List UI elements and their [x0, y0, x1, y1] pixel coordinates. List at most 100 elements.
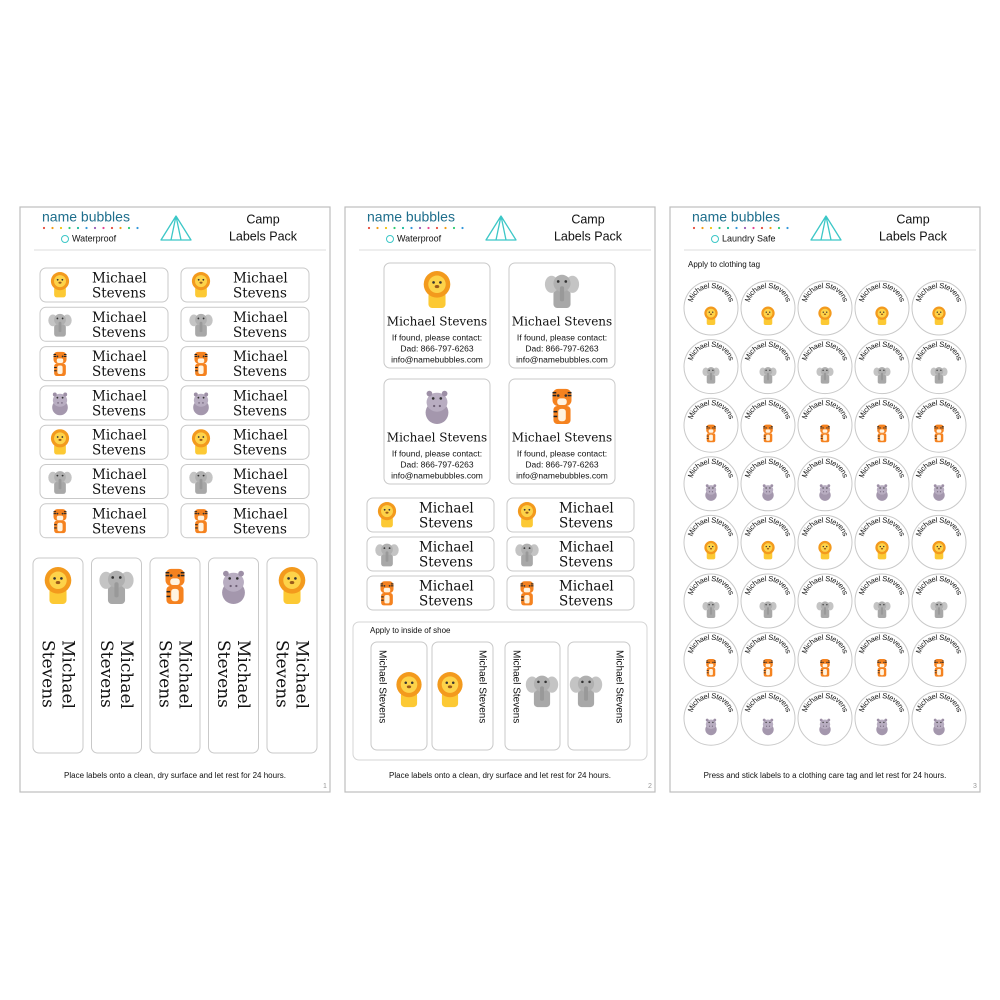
eye — [523, 584, 526, 587]
eye — [940, 661, 942, 664]
trunk — [823, 372, 827, 381]
elephant-icon — [702, 601, 720, 619]
eye — [940, 721, 942, 724]
belly — [57, 365, 63, 374]
eye — [765, 545, 767, 548]
ear — [827, 718, 831, 722]
tiger-icon — [53, 509, 67, 534]
eye — [883, 545, 885, 548]
ear — [933, 718, 937, 722]
eye — [61, 317, 64, 320]
nostril — [711, 491, 713, 493]
name-last: Stevens — [233, 286, 287, 302]
round-label: Michael Stevens — [797, 280, 853, 336]
round-label: Michael Stevens — [911, 339, 967, 395]
brand-dot — [786, 226, 789, 230]
face — [381, 505, 393, 518]
eye — [56, 512, 59, 515]
title: Camp — [896, 212, 929, 226]
eye — [936, 604, 938, 606]
trunk — [937, 607, 941, 615]
name-label — [366, 536, 495, 572]
lion-icon — [932, 540, 946, 560]
round-label: Michael Stevens — [854, 397, 910, 453]
eye — [60, 577, 63, 580]
brand-dot — [76, 226, 80, 230]
card-name: Michael Stevens — [387, 315, 487, 329]
vertical-label — [32, 557, 84, 754]
eye — [940, 604, 942, 606]
eye — [581, 680, 584, 684]
tiger-icon — [165, 568, 185, 605]
eye — [883, 604, 885, 606]
muzzle — [936, 663, 942, 668]
eye — [940, 311, 942, 313]
muzzle — [765, 429, 771, 433]
eye — [879, 311, 881, 313]
vertical-label — [149, 557, 201, 754]
muzzle — [879, 663, 885, 668]
shoe-name: Michael Stevens — [376, 650, 387, 723]
brand-dot — [769, 226, 772, 230]
ear — [876, 718, 880, 722]
nose — [55, 581, 61, 585]
ear — [819, 718, 823, 722]
eye — [202, 396, 205, 399]
brand-dot — [718, 226, 721, 230]
ear — [770, 484, 774, 488]
lion-icon — [818, 540, 832, 560]
eye — [528, 584, 531, 587]
name-first: Michael — [292, 640, 312, 709]
name-label — [180, 385, 310, 421]
hippo-icon — [425, 390, 449, 425]
round-label: Michael Stevens — [854, 339, 910, 395]
name-first: Michael — [92, 271, 147, 287]
nostril — [235, 584, 238, 588]
eye — [822, 369, 824, 371]
eye — [936, 427, 938, 429]
brand-dot — [93, 226, 97, 230]
head — [195, 471, 207, 483]
eye — [769, 604, 771, 606]
eye — [56, 436, 59, 438]
eye — [936, 661, 938, 664]
brand-dot — [760, 226, 764, 230]
eye — [197, 512, 200, 515]
eye — [712, 427, 714, 429]
hippo-icon — [933, 718, 945, 736]
name-first: Michael — [419, 579, 474, 595]
eye — [528, 508, 531, 511]
face — [820, 308, 830, 318]
round-label: Michael Stevens — [797, 339, 853, 395]
contact-card — [508, 378, 616, 485]
eye — [544, 680, 547, 684]
ear — [713, 484, 717, 488]
round-label: Michael Stevens — [797, 573, 853, 629]
eye — [708, 427, 710, 429]
belly — [198, 365, 204, 374]
sheet: name bubbles Laundry Safe Camp Labels Pack P… — [669, 206, 981, 793]
elephant-icon — [873, 601, 891, 619]
nostril — [57, 402, 59, 404]
vertical-label — [91, 557, 142, 754]
round-label: Michael Stevens — [854, 514, 910, 570]
eye — [708, 721, 710, 724]
title: Labels Pack — [554, 229, 623, 243]
name-last: Stevens — [38, 640, 58, 708]
card-contact: info@namebubbles.com — [391, 354, 483, 364]
eye — [769, 369, 771, 371]
trunk — [199, 321, 203, 333]
card-name: Michael Stevens — [512, 431, 612, 445]
eye — [388, 584, 391, 587]
ear — [204, 392, 209, 397]
ear — [941, 484, 945, 488]
name-last: Stevens — [92, 364, 146, 380]
eye — [708, 487, 710, 489]
eye — [439, 281, 442, 284]
round-label: Michael Stevens — [911, 397, 967, 453]
eye — [826, 661, 828, 664]
card-contact: Dad: 866-797-6263 — [525, 459, 599, 469]
eye — [936, 311, 938, 313]
name-first: Michael — [92, 428, 147, 444]
